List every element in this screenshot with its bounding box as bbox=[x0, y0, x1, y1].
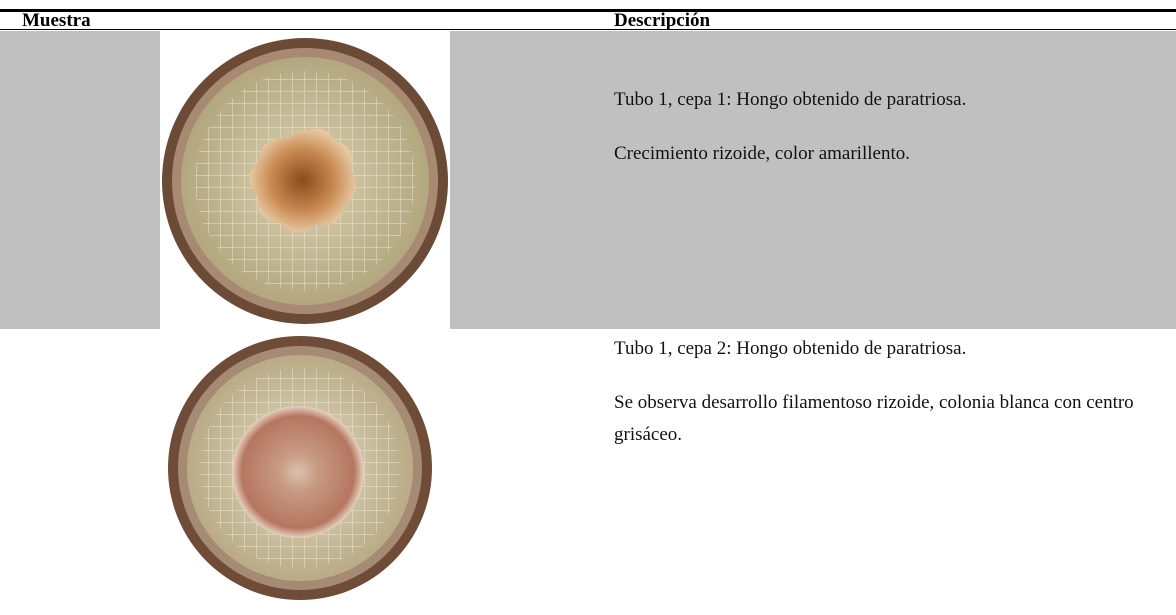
column-header: Muestra bbox=[22, 10, 91, 31]
paragraph: Tubo 1, cepa 1: Hongo obtenido de paratr… bbox=[614, 89, 967, 110]
paragraph: Tubo 1, cepa 2: Hongo obtenido de paratr… bbox=[614, 338, 967, 359]
petri-dish-photo bbox=[160, 330, 450, 615]
header-rule bbox=[0, 29, 1176, 30]
row-description: Tubo 1, cepa 1: Hongo obtenido de paratr… bbox=[614, 84, 1174, 192]
petri-dish-photo bbox=[160, 31, 450, 329]
table-top-rule bbox=[0, 9, 1176, 12]
column-header: Descripción bbox=[614, 10, 711, 31]
paragraph: Crecimiento rizoide, color amarillento. bbox=[614, 143, 910, 164]
row-description: Tubo 1, cepa 2: Hongo obtenido de paratr… bbox=[614, 333, 1174, 473]
paragraph: Se observa desarrollo filamentoso rizoid… bbox=[614, 392, 1134, 445]
